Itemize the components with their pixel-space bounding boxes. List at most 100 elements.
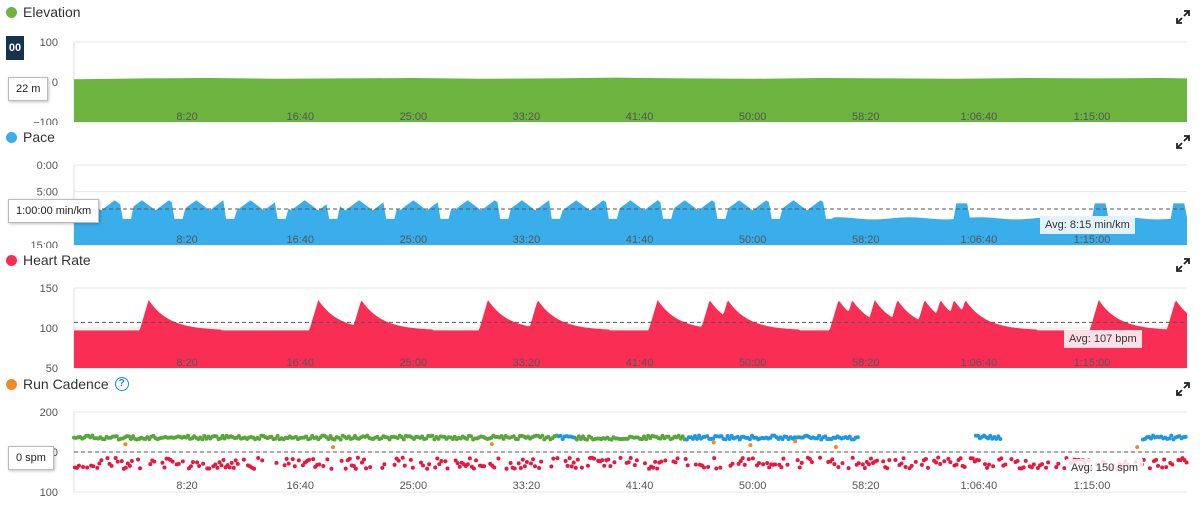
cadence-point [817,433,822,438]
heart-rate-title: Heart Rate [6,252,91,268]
cadence-point [105,456,110,461]
cadence-point [201,461,206,466]
cadence-point [982,462,987,467]
cadence-point [524,459,529,464]
cadence-point [347,456,352,461]
cadence-point [317,462,322,467]
cadence-point [392,462,397,467]
cadence-point [779,465,784,470]
cadence-point [618,455,623,460]
cadence-point [736,461,741,466]
cadence-point [504,466,509,471]
cadence-point [923,457,928,462]
cadence-point [659,459,664,464]
cadence-point [464,436,469,441]
cadence-point [742,462,747,467]
cadence-point [988,433,993,438]
cadence-point [1009,457,1014,462]
cadence-point [746,457,751,462]
cadence-point [913,459,918,464]
cadence-point [767,465,772,470]
cadence-point [439,459,444,464]
cadence-point [355,455,360,460]
cadence-point [119,459,124,464]
cadence-point [575,457,580,462]
cadence-point [1029,465,1034,470]
cadence-point [257,436,262,441]
cadence-point [985,465,990,470]
cadence-point [401,437,406,442]
cadence-point [408,457,413,462]
x-tick-label: 25:00 [400,234,428,246]
cadence-point [885,466,890,471]
y-tick-label: 15:00 [30,240,58,248]
cadence-point [840,461,845,466]
cadence-point [938,462,943,467]
cadence-point [123,442,128,447]
x-tick-label: 16:40 [286,480,314,492]
expand-arrows-icon[interactable] [1176,10,1190,24]
cadence-point [942,459,947,464]
x-tick-label: 8:20 [176,480,197,492]
cadence-point [1031,462,1036,467]
cadence-point [901,456,906,461]
cadence-point [443,459,448,464]
x-tick-label: 1:15:00 [1074,234,1111,246]
cadence-point [946,456,951,461]
cadence-point [430,433,435,438]
cadence-point [326,437,331,442]
cadence-point [549,464,554,469]
cadence-point [934,460,939,465]
cadence-point [516,461,521,466]
cadence-point [252,466,257,471]
cadence-point [188,464,193,469]
cadence-point [465,462,470,467]
cadence-point [138,466,143,471]
cadence-point [275,433,280,438]
cadence-point [727,437,732,442]
cadence-point [680,434,685,439]
help-icon[interactable]: ? [114,377,129,391]
cadence-point [793,439,798,444]
cadence-point [612,460,617,465]
cadence-point [936,455,941,460]
cadence-point [712,456,717,461]
cadence-point [241,457,246,462]
cadence-point [807,457,812,462]
heart-rate-area [74,300,1187,368]
cadence-point [91,464,96,469]
cadence-point [642,461,647,466]
cadence-point [606,457,611,462]
cadence-point [433,465,438,470]
cadence-avg-label: Avg: 150 spm [1066,459,1144,477]
expand-arrows-icon[interactable] [1176,258,1190,272]
expand-arrows-icon[interactable] [1176,382,1190,396]
cadence-point [998,437,1003,442]
x-tick-label: 50:00 [739,357,767,369]
cadence-point [160,460,165,465]
x-tick-label: 1:15:00 [1074,111,1111,123]
cadence-point [235,461,240,466]
elevation-chart[interactable]: 100 0 −100 8:20 16:40 25:00 33:20 41:40 50:00 58:… [0,0,1204,125]
cadence-point [799,460,804,465]
x-tick-label: 33:20 [513,357,541,369]
cadence-point [492,465,497,470]
cadence-point [836,465,841,470]
heart-rate-chart[interactable]: 150 100 50 8:20 16:40 25:00 33:20 41:40 50:00 58:… [0,248,1204,372]
pace-chart[interactable]: 0:00 5:00 15:00 8:20 16:40 25:00 33:20 41:40 50:… [0,125,1204,248]
cadence-point [286,461,291,466]
cadence-point [765,461,770,466]
cadence-point [328,434,333,439]
cadence-point [256,456,261,461]
cadence-point [856,461,861,466]
cadence-point [152,459,157,464]
cadence-point [551,456,556,461]
cadence-point [222,436,227,441]
cadence-point [585,463,590,468]
expand-arrows-icon[interactable] [1176,135,1190,149]
cadence-point [1056,461,1061,466]
cadence-point [227,465,232,470]
x-tick-label: 8:20 [176,357,197,369]
cadence-chart[interactable]: 2001501008:2016:4025:0033:2041:4050:0058… [0,372,1204,509]
cadence-point [868,456,873,461]
